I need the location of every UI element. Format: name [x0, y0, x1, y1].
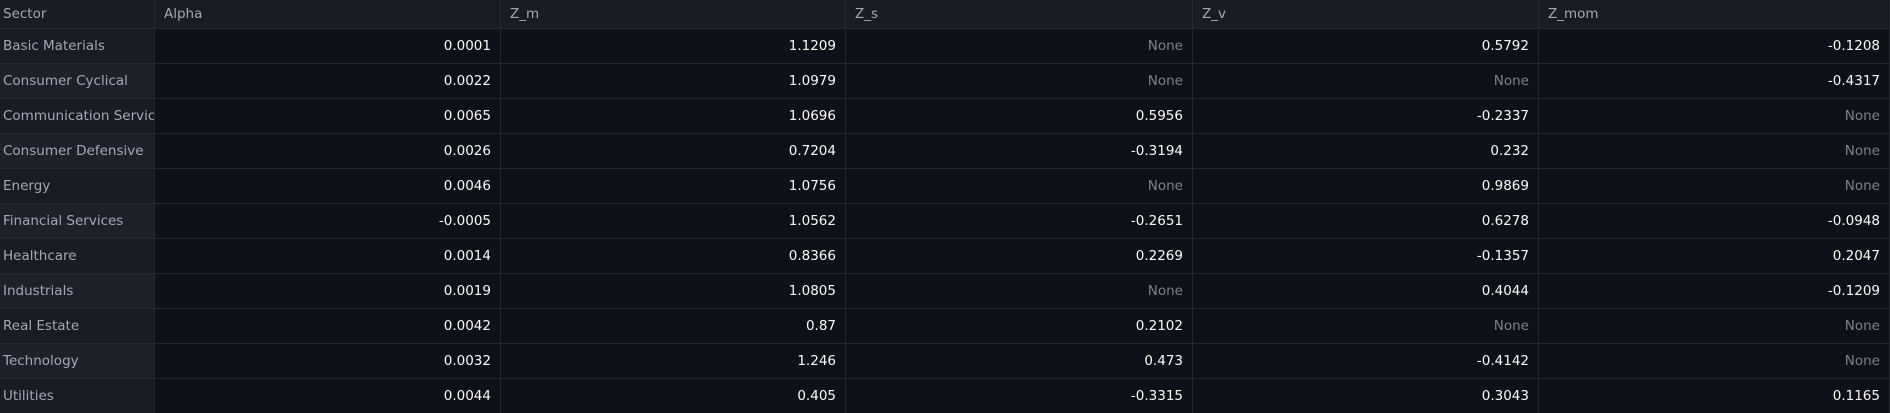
sector-cell[interactable]: Consumer Cyclical — [0, 64, 155, 99]
z-v-cell[interactable]: None — [1193, 309, 1539, 344]
alpha-cell[interactable]: -0.0005 — [155, 204, 501, 239]
z-mom-cell[interactable]: 0.1165 — [1539, 379, 1890, 413]
z-mom-cell[interactable]: None — [1539, 169, 1890, 204]
sector-cell[interactable]: Healthcare — [0, 239, 155, 274]
sector-cell[interactable]: Utilities — [0, 379, 155, 413]
sector-cell[interactable]: Communication Services — [0, 99, 155, 134]
z-v-cell[interactable]: -0.4142 — [1193, 344, 1539, 379]
z-m-cell[interactable]: 1.0756 — [501, 169, 846, 204]
z-v-cell[interactable]: 0.5792 — [1193, 29, 1539, 64]
z-m-cell[interactable]: 0.405 — [501, 379, 846, 413]
z-mom-cell[interactable]: None — [1539, 344, 1890, 379]
z-mom-cell[interactable]: 0.2047 — [1539, 239, 1890, 274]
alpha-cell[interactable]: 0.0022 — [155, 64, 501, 99]
z-s-cell[interactable]: 0.2269 — [846, 239, 1193, 274]
z-v-cell[interactable]: 0.4044 — [1193, 274, 1539, 309]
z-m-cell[interactable]: 1.1209 — [501, 29, 846, 64]
column-header-z-v[interactable]: Z_v — [1193, 0, 1539, 29]
sector-cell[interactable]: Consumer Defensive — [0, 134, 155, 169]
sector-cell[interactable]: Industrials — [0, 274, 155, 309]
z-s-cell[interactable]: None — [846, 169, 1193, 204]
z-s-cell[interactable]: None — [846, 64, 1193, 99]
z-m-cell[interactable]: 0.8366 — [501, 239, 846, 274]
sector-cell[interactable]: Energy — [0, 169, 155, 204]
z-m-cell[interactable]: 1.0805 — [501, 274, 846, 309]
column-header-z-mom[interactable]: Z_mom — [1539, 0, 1890, 29]
sector-cell[interactable]: Technology — [0, 344, 155, 379]
alpha-cell[interactable]: 0.0001 — [155, 29, 501, 64]
alpha-cell[interactable]: 0.0046 — [155, 169, 501, 204]
z-v-cell[interactable]: -0.2337 — [1193, 99, 1539, 134]
z-s-cell[interactable]: 0.473 — [846, 344, 1193, 379]
z-mom-cell[interactable]: -0.0948 — [1539, 204, 1890, 239]
sector-cell[interactable]: Financial Services — [0, 204, 155, 239]
alpha-cell[interactable]: 0.0065 — [155, 99, 501, 134]
z-v-cell[interactable]: 0.232 — [1193, 134, 1539, 169]
column-header-z-s[interactable]: Z_s — [846, 0, 1193, 29]
z-m-cell[interactable]: 1.246 — [501, 344, 846, 379]
alpha-cell[interactable]: 0.0019 — [155, 274, 501, 309]
column-header-sector[interactable]: Sector — [0, 0, 155, 29]
sector-cell[interactable]: Real Estate — [0, 309, 155, 344]
z-s-cell[interactable]: -0.2651 — [846, 204, 1193, 239]
z-mom-cell[interactable]: -0.4317 — [1539, 64, 1890, 99]
alpha-cell[interactable]: 0.0044 — [155, 379, 501, 413]
z-s-cell[interactable]: -0.3194 — [846, 134, 1193, 169]
z-v-cell[interactable]: None — [1193, 64, 1539, 99]
z-mom-cell[interactable]: -0.1208 — [1539, 29, 1890, 64]
alpha-cell[interactable]: 0.0014 — [155, 239, 501, 274]
z-mom-cell[interactable]: -0.1209 — [1539, 274, 1890, 309]
column-header-alpha[interactable]: Alpha — [155, 0, 501, 29]
alpha-cell[interactable]: 0.0026 — [155, 134, 501, 169]
z-mom-cell[interactable]: None — [1539, 134, 1890, 169]
z-mom-cell[interactable]: None — [1539, 309, 1890, 344]
z-s-cell[interactable]: None — [846, 274, 1193, 309]
z-s-cell[interactable]: 0.2102 — [846, 309, 1193, 344]
z-v-cell[interactable]: 0.9869 — [1193, 169, 1539, 204]
alpha-cell[interactable]: 0.0032 — [155, 344, 501, 379]
z-v-cell[interactable]: -0.1357 — [1193, 239, 1539, 274]
sector-cell[interactable]: Basic Materials — [0, 29, 155, 64]
alpha-cell[interactable]: 0.0042 — [155, 309, 501, 344]
z-s-cell[interactable]: 0.5956 — [846, 99, 1193, 134]
z-s-cell[interactable]: None — [846, 29, 1193, 64]
z-s-cell[interactable]: -0.3315 — [846, 379, 1193, 413]
z-v-cell[interactable]: 0.3043 — [1193, 379, 1539, 413]
z-m-cell[interactable]: 1.0979 — [501, 64, 846, 99]
z-mom-cell[interactable]: None — [1539, 99, 1890, 134]
column-header-z-m[interactable]: Z_m — [501, 0, 846, 29]
z-v-cell[interactable]: 0.6278 — [1193, 204, 1539, 239]
z-m-cell[interactable]: 0.7204 — [501, 134, 846, 169]
z-m-cell[interactable]: 1.0696 — [501, 99, 846, 134]
z-m-cell[interactable]: 0.87 — [501, 309, 846, 344]
z-m-cell[interactable]: 1.0562 — [501, 204, 846, 239]
